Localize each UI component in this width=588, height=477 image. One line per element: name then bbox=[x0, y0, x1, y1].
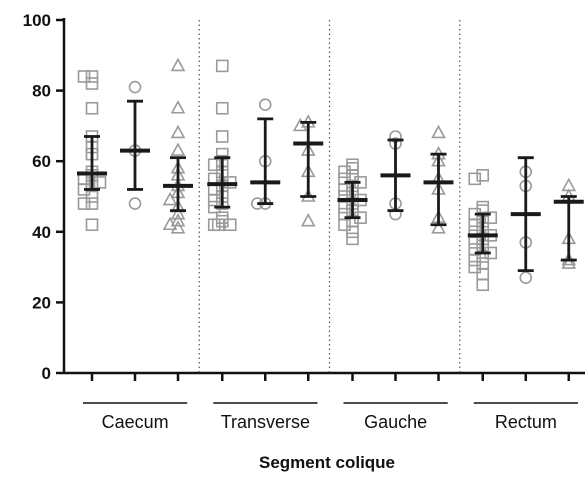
y-tick-label: 80 bbox=[32, 82, 51, 101]
square-marker bbox=[476, 169, 490, 182]
square-marker bbox=[468, 172, 482, 186]
square-marker bbox=[85, 197, 99, 210]
segment-separators bbox=[198, 20, 461, 373]
category-label: Rectum bbox=[495, 412, 557, 432]
square-marker bbox=[207, 218, 221, 232]
square-marker bbox=[215, 101, 229, 115]
triangle-marker bbox=[170, 57, 186, 72]
triangle-marker bbox=[170, 100, 186, 114]
square-marker bbox=[85, 190, 99, 203]
data-points bbox=[77, 57, 577, 292]
category-label: Transverse bbox=[221, 412, 310, 432]
y-tick-label: 40 bbox=[32, 223, 51, 242]
triangle-marker bbox=[300, 213, 316, 227]
mean-error-bars bbox=[77, 99, 584, 273]
square-marker bbox=[338, 218, 351, 232]
y-tick-label: 100 bbox=[23, 11, 51, 30]
square-marker bbox=[468, 236, 482, 249]
square-marker bbox=[338, 200, 351, 214]
circle-marker bbox=[128, 197, 142, 210]
triangle-marker bbox=[170, 124, 186, 139]
square-marker bbox=[476, 278, 490, 292]
square-marker bbox=[85, 101, 99, 115]
category-label: Caecum bbox=[102, 412, 169, 432]
square-marker bbox=[207, 193, 221, 207]
square-marker bbox=[476, 257, 490, 270]
triangle-marker bbox=[162, 216, 178, 231]
square-marker bbox=[215, 130, 229, 143]
square-marker bbox=[346, 158, 359, 172]
square-marker bbox=[476, 267, 490, 281]
square-marker bbox=[85, 70, 99, 83]
triangle-marker bbox=[292, 117, 308, 132]
square-marker bbox=[77, 70, 91, 83]
y-axis: 0 20 40 60 80 100 bbox=[23, 11, 66, 383]
triangle-marker bbox=[431, 220, 446, 234]
square-marker bbox=[476, 200, 490, 214]
square-marker bbox=[346, 161, 359, 175]
x-axis-title: Segment colique bbox=[259, 453, 395, 472]
triangle-marker bbox=[162, 191, 178, 206]
square-marker bbox=[211, 218, 225, 232]
category-labels: Caecum Transverse Gauche Rectum bbox=[83, 402, 578, 432]
y-tick-label: 20 bbox=[32, 293, 51, 312]
square-marker bbox=[484, 211, 498, 224]
square-marker bbox=[468, 253, 482, 267]
square-marker bbox=[215, 214, 229, 228]
circle-marker bbox=[258, 98, 272, 112]
square-marker bbox=[468, 260, 482, 274]
square-marker bbox=[468, 218, 482, 232]
square-marker bbox=[223, 218, 237, 232]
square-marker bbox=[85, 218, 99, 232]
category-label: Gauche bbox=[364, 412, 427, 432]
x-axis bbox=[64, 371, 585, 381]
square-marker bbox=[338, 183, 351, 196]
triangle-marker bbox=[431, 124, 446, 139]
square-marker bbox=[93, 176, 107, 189]
triangle-marker bbox=[170, 142, 186, 156]
triangle-marker bbox=[170, 220, 186, 234]
square-marker bbox=[215, 59, 229, 73]
triangle-marker bbox=[170, 205, 186, 220]
square-marker bbox=[85, 77, 99, 90]
square-marker bbox=[207, 158, 221, 172]
square-marker bbox=[346, 225, 359, 239]
triangle-marker bbox=[561, 255, 577, 269]
square-marker bbox=[215, 211, 229, 224]
square-marker bbox=[77, 197, 91, 210]
square-marker bbox=[346, 169, 359, 182]
circle-marker bbox=[128, 80, 142, 94]
triangle-marker bbox=[170, 213, 186, 227]
y-tick-label: 60 bbox=[32, 152, 51, 171]
square-marker bbox=[346, 232, 359, 246]
circle-marker bbox=[519, 271, 533, 284]
square-marker bbox=[338, 165, 351, 179]
y-tick-label: 0 bbox=[42, 364, 51, 383]
